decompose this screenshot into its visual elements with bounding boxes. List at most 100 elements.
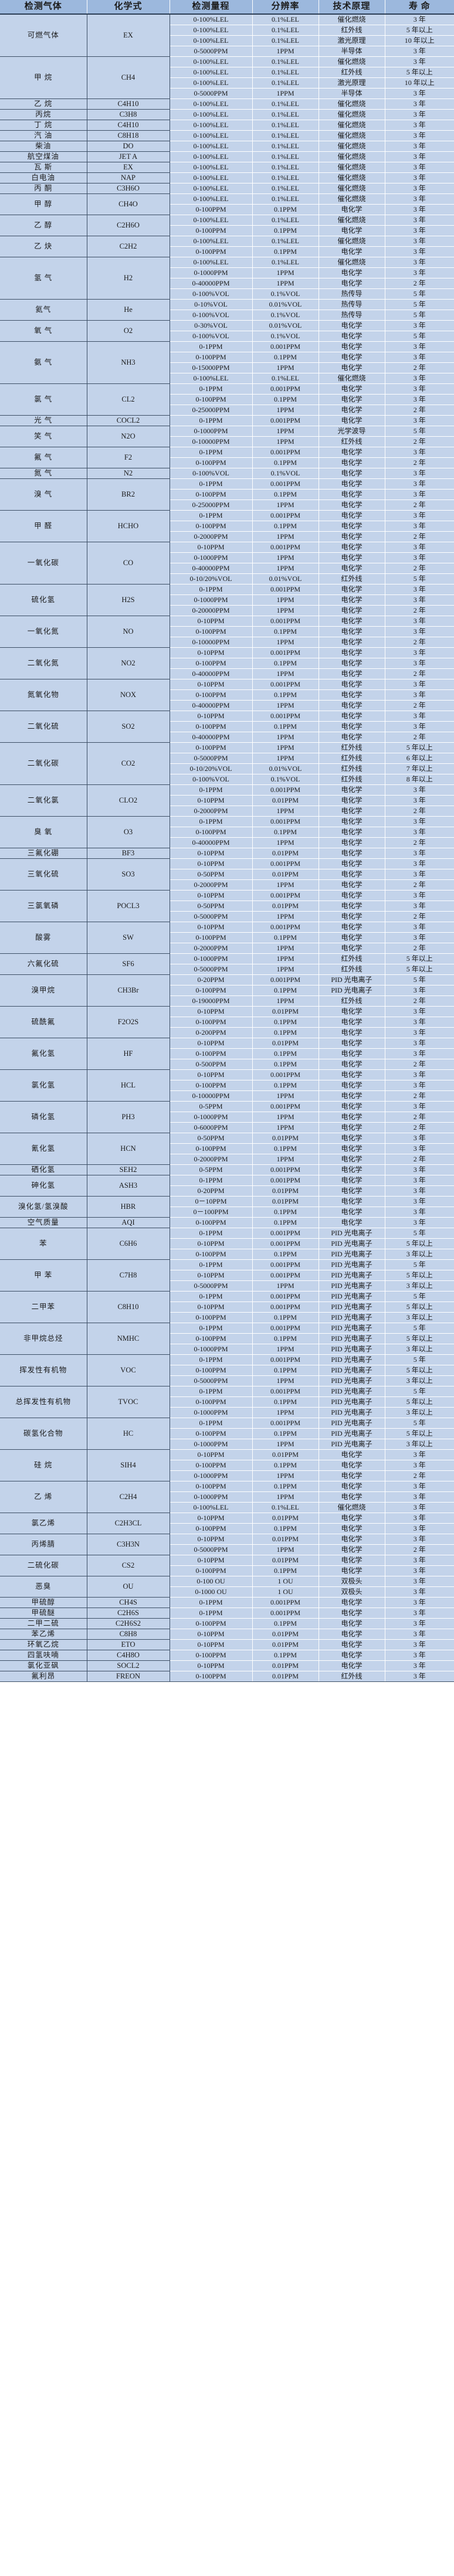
range-cell: 0-10PPM: [170, 679, 253, 690]
range-cell: 0-100%VOL: [170, 288, 253, 300]
gas-name-cell: 空气质量: [0, 1217, 87, 1228]
lifetime-cell: 3 年: [385, 1449, 454, 1460]
range-cell: 0-1PPM: [170, 784, 253, 796]
range-cell: 0-500PPM: [170, 1059, 253, 1070]
lifetime-cell: 3 年: [385, 1048, 454, 1059]
range-cell: 0-100%VOL: [170, 774, 253, 785]
resolution-cell: 1PPM: [252, 1407, 319, 1418]
technology-cell: 电化学: [319, 383, 385, 395]
lifetime-cell: 10 年以上: [385, 35, 454, 46]
resolution-cell: 1PPM: [252, 88, 319, 99]
gas-name-cell: 二氧化氯: [0, 784, 87, 817]
technology-cell: 电化学: [319, 1544, 385, 1555]
technology-cell: 电化学: [319, 1217, 385, 1228]
resolution-cell: 0.1%LEL: [252, 183, 319, 194]
resolution-cell: 0.001PPM: [252, 1291, 319, 1302]
table-row: 0-100%VOL 0.1%VOL 电化学 5 年: [0, 331, 454, 342]
table-row: 0-100PPM 0.1PPM 电化学 3 年: [0, 225, 454, 236]
resolution-cell: 1PPM: [252, 879, 319, 891]
gas-name-cell: 丙 酮: [0, 183, 87, 194]
resolution-cell: 1PPM: [252, 362, 319, 373]
lifetime-cell: 3 年: [385, 394, 454, 405]
gas-name-cell: 甲 醛: [0, 510, 87, 542]
range-cell: 0-100%LEL: [170, 141, 253, 152]
technology-cell: 电化学: [319, 700, 385, 711]
lifetime-cell: 3 年: [385, 13, 454, 25]
resolution-cell: 0.1PPM: [252, 1428, 319, 1439]
lifetime-cell: 3 年: [385, 172, 454, 183]
technology-cell: PID 光电离子: [319, 1344, 385, 1355]
technology-cell: 电化学: [319, 1069, 385, 1080]
lifetime-cell: 3 年: [385, 647, 454, 658]
range-cell: 0-40000PPM: [170, 700, 253, 711]
gas-name-cell: 三氧化硫: [0, 858, 87, 891]
lifetime-cell: 3 年: [385, 1143, 454, 1154]
technology-cell: 电化学: [319, 1207, 385, 1218]
range-cell: 0-10000PPM: [170, 1090, 253, 1102]
resolution-cell: 0.01PPM: [252, 1671, 319, 1682]
resolution-cell: 0.1PPM: [252, 1312, 319, 1323]
technology-cell: 电化学: [319, 394, 385, 405]
lifetime-cell: 3 年: [385, 1576, 454, 1587]
lifetime-cell: 3 年: [385, 109, 454, 120]
technology-cell: 电化学: [319, 943, 385, 954]
lifetime-cell: 3 年: [385, 816, 454, 827]
technology-cell: 电化学: [319, 1185, 385, 1197]
resolution-cell: 0.01PPM: [252, 900, 319, 912]
resolution-cell: 1PPM: [252, 668, 319, 679]
lifetime-cell: 7 年以上: [385, 763, 454, 774]
lifetime-cell: 2 年: [385, 700, 454, 711]
technology-cell: 电化学: [319, 1523, 385, 1534]
chemical-formula-cell: JET A: [87, 151, 170, 162]
chemical-formula-cell: C4H10: [87, 120, 170, 131]
technology-cell: PID 光电离子: [319, 985, 385, 996]
technology-cell: 电化学: [319, 911, 385, 922]
table-row: 0－100PPM 0.1PPM 电化学 3 年: [0, 1207, 454, 1218]
range-cell: 0-100%LEL: [170, 236, 253, 247]
table-row: 硅 烷 SIH4 0-10PPM 0.01PPM 电化学 3 年: [0, 1449, 454, 1481]
range-cell: 0-100%LEL: [170, 215, 253, 226]
lifetime-cell: 3 年: [385, 1565, 454, 1576]
lifetime-cell: 6 年以上: [385, 753, 454, 764]
lifetime-cell: 3 年: [385, 1491, 454, 1503]
table-row: 0-10000PPM 1PPM 红外线 2 年: [0, 436, 454, 447]
resolution-cell: 0.01PPM: [252, 795, 319, 806]
resolution-cell: 0.1%LEL: [252, 236, 319, 247]
technology-cell: 电化学: [319, 1164, 385, 1175]
resolution-cell: 1PPM: [252, 499, 319, 511]
table-row: 氧 气 O2 0-30%VOL 0.01%VOL 电化学 3 年: [0, 320, 454, 342]
range-cell: 0-1PPM: [170, 1354, 253, 1365]
range-cell: 0-5000PPM: [170, 911, 253, 922]
chemical-formula-cell: AQI: [87, 1217, 170, 1228]
resolution-cell: 0.01PPM: [252, 1196, 319, 1207]
table-row: 0-10000PPM 1PPM 电化学 2 年: [0, 637, 454, 648]
resolution-cell: 0.1PPM: [252, 626, 319, 637]
technology-cell: PID 光电离子: [319, 1238, 385, 1249]
range-cell: 0-5000PPM: [170, 88, 253, 99]
chemical-formula-cell: CS2: [87, 1555, 170, 1576]
range-cell: 0-20PPM: [170, 974, 253, 985]
chemical-formula-cell: SW: [87, 922, 170, 954]
range-cell: 0-100%LEL: [170, 109, 253, 120]
lifetime-cell: 2 年: [385, 563, 454, 574]
gas-name-cell: 一氧化碳: [0, 542, 87, 584]
technology-cell: 电化学: [319, 320, 385, 331]
table-row: 氯 气 CL2 0-1PPM 0.001PPM 电化学 3 年: [0, 383, 454, 416]
resolution-cell: 1PPM: [252, 943, 319, 954]
table-row: 氰化氢 HCN 0-50PPM 0.01PPM 电化学 3 年: [0, 1133, 454, 1165]
range-cell: 0-5000PPM: [170, 1280, 253, 1292]
resolution-cell: 0.1%LEL: [252, 77, 319, 89]
technology-cell: 电化学: [319, 278, 385, 289]
lifetime-cell: 3 年以上: [385, 1344, 454, 1355]
technology-cell: 电化学: [319, 1513, 385, 1524]
technology-cell: 电化学: [319, 1449, 385, 1460]
column-header-resolution: 分辨率: [252, 0, 319, 15]
table-row: 氟化氢 HF 0-10PPM 0.01PPM 电化学 3 年: [0, 1038, 454, 1070]
chemical-formula-cell: HBR: [87, 1196, 170, 1218]
table-row: 硫化氢 H2S 0-1PPM 0.001PPM 电化学 3 年: [0, 584, 454, 616]
resolution-cell: 0.1PPM: [252, 1396, 319, 1408]
technology-cell: 电化学: [319, 1112, 385, 1123]
range-cell: 0-1000PPM: [170, 552, 253, 563]
resolution-cell: 1PPM: [252, 995, 319, 1007]
table-row: 甲 苯 C7H8 0-1PPM 0.001PPM PID 光电离子 5 年: [0, 1259, 454, 1292]
